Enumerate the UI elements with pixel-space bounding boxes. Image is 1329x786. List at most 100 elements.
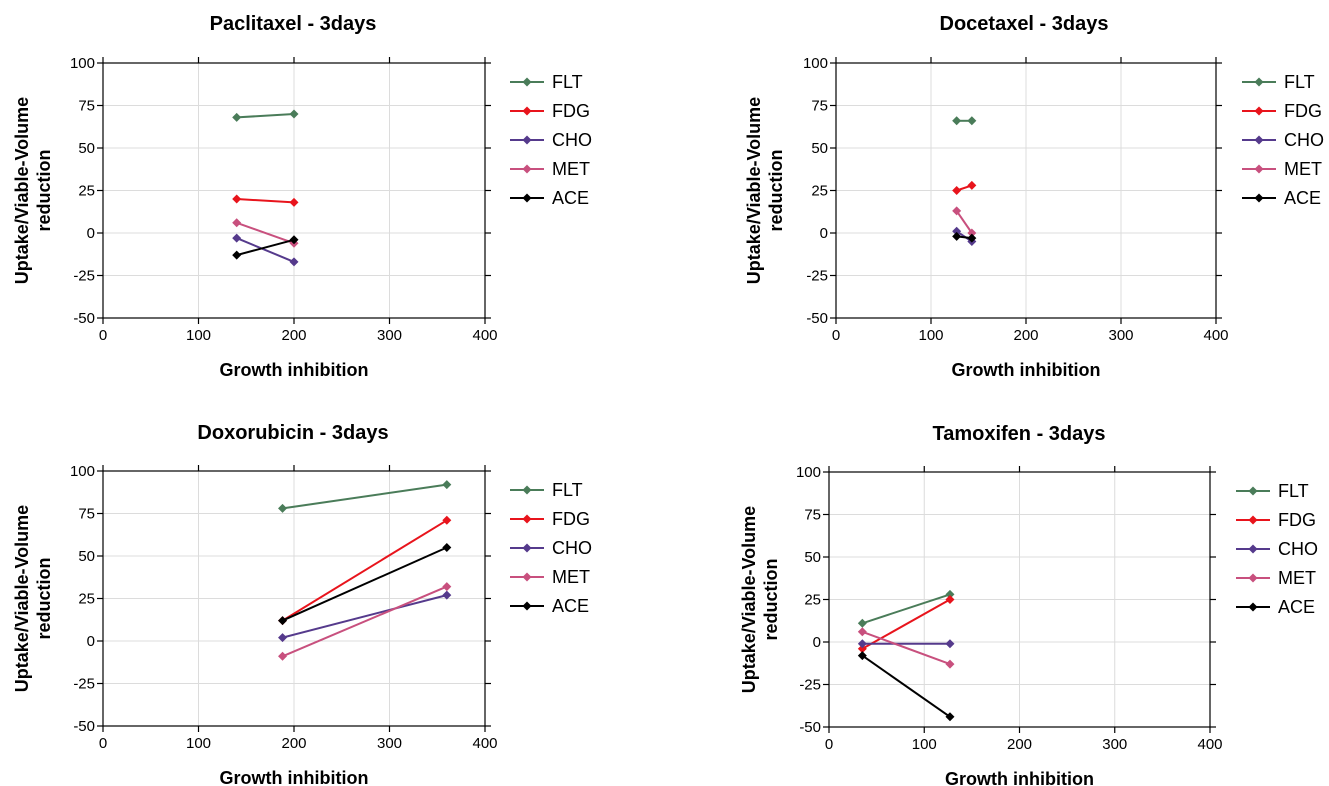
legend-label-ace: ACE — [1278, 597, 1315, 617]
legend-label-flt: FLT — [552, 480, 583, 500]
legend-label-cho: CHO — [1278, 539, 1318, 559]
legend-label-cho: CHO — [1284, 130, 1324, 150]
y-tick-label: 50 — [78, 548, 95, 565]
x-axis-label: Growth inhibition — [945, 769, 1094, 786]
data-point-flt — [232, 113, 241, 122]
legend-label-ace: ACE — [552, 188, 589, 208]
legend-swatch-marker — [1249, 603, 1258, 612]
y-tick-label: -50 — [73, 310, 95, 327]
x-tick-label: 400 — [1203, 327, 1228, 344]
y-axis-label: Uptake/Viable-Volume reduction — [744, 97, 786, 284]
x-tick-label: 100 — [186, 327, 211, 344]
legend-swatch-marker — [1255, 136, 1264, 145]
x-tick-label: 300 — [1108, 327, 1133, 344]
x-tick-label: 200 — [281, 327, 306, 344]
legend-label-fdg: FDG — [552, 509, 590, 529]
y-tick-label: 75 — [78, 506, 95, 523]
y-axis-label-line: reduction — [34, 149, 54, 231]
x-tick-label: 0 — [825, 736, 833, 753]
data-point-met — [442, 582, 451, 591]
legend-swatch-marker — [1249, 574, 1258, 583]
y-tick-label: 0 — [87, 225, 95, 242]
y-tick-label: -50 — [73, 718, 95, 735]
y-axis-label: Uptake/Viable-Volume reduction — [12, 505, 54, 692]
x-tick-label: 400 — [472, 735, 497, 752]
data-point-fdg — [232, 195, 241, 204]
legend-label-fdg: FDG — [1278, 510, 1316, 530]
chart-docetaxel: 0 100 200 300 400 -50 -25 0 25 50 75 100 Docetaxel -… — [744, 13, 1324, 380]
legend-swatch-marker — [1249, 545, 1258, 554]
y-tick-label: 25 — [78, 591, 95, 608]
y-tick-label: -50 — [799, 719, 821, 736]
x-tick-label: 300 — [377, 735, 402, 752]
legend-swatch-marker — [523, 107, 532, 116]
data-point-flt — [952, 116, 961, 125]
legend-label-met: MET — [1284, 159, 1322, 179]
legend-label-cho: CHO — [552, 130, 592, 150]
series-line-fdg — [237, 199, 294, 202]
y-axis-label-line: reduction — [766, 149, 786, 231]
series-line-fdg — [862, 600, 950, 649]
y-tick-label: 100 — [796, 464, 821, 481]
y-tick-label: 75 — [804, 507, 821, 524]
legend-swatch-marker — [1249, 516, 1258, 525]
legend-swatch-marker — [523, 602, 532, 611]
y-tick-label: 100 — [803, 55, 828, 72]
legend-swatch-marker — [523, 515, 532, 524]
y-axis-label: Uptake/Viable-Volume reduction — [739, 506, 781, 693]
chart-title: Paclitaxel - 3days — [210, 13, 377, 35]
x-tick-label: 100 — [186, 735, 211, 752]
x-tick-label: 200 — [281, 735, 306, 752]
chart-paclitaxel: 0 100 200 300 400-50-250255075100Paclitaxel … — [12, 13, 592, 380]
series-line-flt — [237, 114, 294, 117]
y-axis-label-line: Uptake/Viable-Volume — [739, 506, 759, 693]
chart-title: Doxorubicin - 3days — [197, 422, 388, 444]
y-tick-label: 75 — [811, 98, 828, 115]
y-tick-label: 100 — [70, 463, 95, 480]
y-tick-label: 25 — [811, 183, 828, 200]
legend-swatch-marker — [1255, 165, 1264, 174]
x-axis-label: Growth inhibition — [220, 768, 369, 786]
x-tick-label: 100 — [918, 327, 943, 344]
y-tick-label: -25 — [806, 268, 828, 285]
legend-swatch-marker — [1255, 78, 1264, 87]
legend-label-flt: FLT — [552, 72, 583, 92]
legend-label-ace: ACE — [552, 596, 589, 616]
series-line-ace — [283, 548, 447, 621]
x-tick-label: 200 — [1007, 736, 1032, 753]
series-line-flt — [862, 594, 950, 623]
x-axis-label: Growth inhibition — [220, 360, 369, 380]
y-tick-label: -25 — [73, 268, 95, 285]
data-point-ace — [278, 616, 287, 625]
data-point-flt — [858, 619, 867, 628]
y-tick-label: 0 — [813, 634, 821, 651]
y-axis-label-line: Uptake/Viable-Volume — [12, 505, 32, 692]
legend-swatch-marker — [1255, 194, 1264, 203]
x-tick-label: 100 — [912, 736, 937, 753]
y-tick-label: 25 — [78, 183, 95, 200]
data-point-cho — [232, 234, 241, 243]
data-point-cho — [945, 639, 954, 648]
y-tick-label: 0 — [820, 225, 828, 242]
legend-swatch-marker — [523, 194, 532, 203]
y-tick-label: -25 — [73, 676, 95, 693]
legend-swatch-marker — [1255, 107, 1264, 116]
y-axis-label-line: Uptake/Viable-Volume — [12, 97, 32, 284]
series-line-flt — [283, 485, 447, 509]
legend-label-flt: FLT — [1284, 72, 1315, 92]
legend-swatch-marker — [523, 165, 532, 174]
data-point-fdg — [442, 516, 451, 525]
y-axis-label-line: reduction — [34, 557, 54, 639]
x-tick-label: 300 — [377, 327, 402, 344]
chart-title: Tamoxifen - 3days — [932, 423, 1105, 445]
data-point-flt — [278, 504, 287, 513]
legend-swatch-marker — [1249, 487, 1258, 496]
legend-swatch-marker — [523, 136, 532, 145]
y-tick-label: 50 — [811, 140, 828, 157]
data-point-ace — [442, 543, 451, 552]
y-tick-label: 50 — [78, 140, 95, 157]
x-tick-label: 0 — [99, 735, 107, 752]
series-line-met — [862, 632, 950, 664]
y-tick-label: 50 — [804, 549, 821, 566]
series-line-ace — [862, 656, 950, 717]
